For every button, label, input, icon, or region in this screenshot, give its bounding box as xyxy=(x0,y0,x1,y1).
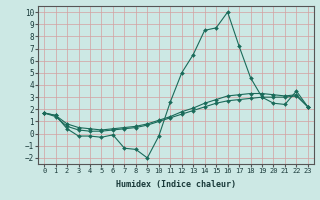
X-axis label: Humidex (Indice chaleur): Humidex (Indice chaleur) xyxy=(116,180,236,189)
